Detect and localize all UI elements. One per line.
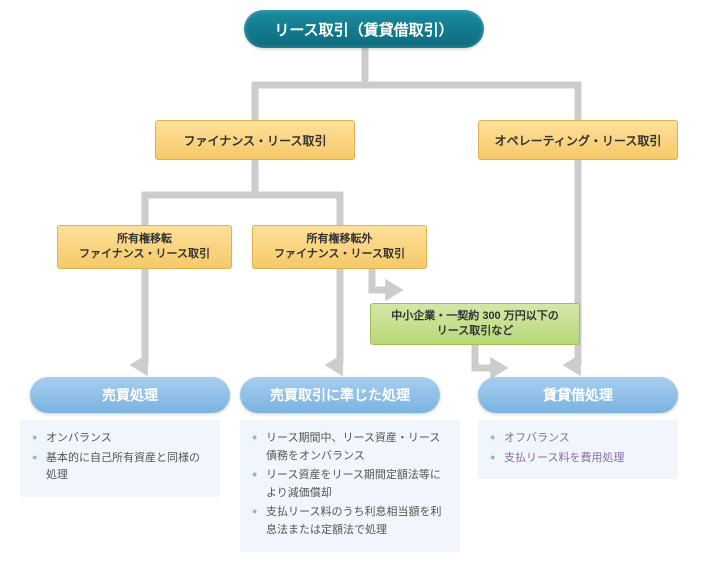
list-item: オンバランス: [32, 430, 208, 448]
sme-line1: 中小企業・一契約 300 万円以下の: [391, 309, 558, 324]
operating-label: オペレーティング・リース取引: [495, 132, 662, 149]
result2-label: 売買取引に準じた処理: [270, 385, 410, 405]
result-quasi-sale-node: 売買取引に準じた処理: [240, 377, 440, 413]
desc2-list: リース期間中、リース資産・リース債務をオンバランス リース資産をリース期間定額法…: [252, 430, 448, 540]
desc1-list: オンバランス 基本的に自己所有資産と同様の処理: [32, 430, 208, 485]
result-sale-node: 売買処理: [30, 377, 230, 413]
ownership-transfer-node: 所有権移転 ファイナンス・リース取引: [57, 225, 232, 269]
nontransfer-line2: ファイナンス・リース取引: [274, 247, 405, 262]
desc3-list: オフバランス 支払リース料を費用処理: [490, 430, 666, 467]
transfer-line1: 所有権移転: [117, 232, 172, 247]
transfer-line2: ファイナンス・リース取引: [79, 247, 210, 262]
result3-label: 賃貸借処理: [543, 385, 613, 405]
nontransfer-line1: 所有権移転外: [307, 232, 373, 247]
list-item: 支払リース料を費用処理: [490, 450, 666, 468]
list-item: 支払リース料のうち利息相当額を利息法または定額法で処理: [252, 504, 448, 539]
desc-rental-box: オフバランス 支払リース料を費用処理: [478, 420, 678, 479]
root-node: リース取引（賃貸借取引）: [244, 10, 484, 48]
sme-line2: リース取引など: [437, 324, 513, 339]
list-item: オフバランス: [490, 430, 666, 448]
list-item: 基本的に自己所有資産と同様の処理: [32, 450, 208, 485]
result-rental-node: 賃貸借処理: [478, 377, 678, 413]
list-item: リース期間中、リース資産・リース債務をオンバランス: [252, 430, 448, 465]
operating-lease-node: オペレーティング・リース取引: [478, 120, 678, 160]
result1-label: 売買処理: [102, 385, 158, 405]
root-label: リース取引（賃貸借取引）: [274, 19, 453, 40]
ownership-nontransfer-node: 所有権移転外 ファイナンス・リース取引: [252, 225, 427, 269]
desc-quasi-sale-box: リース期間中、リース資産・リース債務をオンバランス リース資産をリース期間定額法…: [240, 420, 460, 552]
finance-label: ファイナンス・リース取引: [184, 132, 327, 149]
desc-sale-box: オンバランス 基本的に自己所有資産と同様の処理: [20, 420, 220, 497]
sme-exception-node: 中小企業・一契約 300 万円以下の リース取引など: [370, 303, 580, 345]
list-item: リース資産をリース期間定額法等により減価償却: [252, 467, 448, 502]
finance-lease-node: ファイナンス・リース取引: [155, 120, 355, 160]
